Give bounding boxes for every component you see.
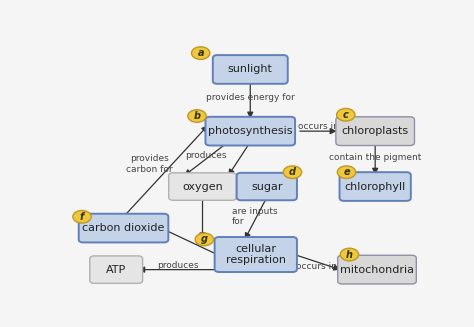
FancyBboxPatch shape [337, 255, 416, 284]
Circle shape [73, 211, 91, 223]
Text: f: f [80, 212, 84, 222]
Circle shape [283, 166, 301, 179]
Circle shape [191, 47, 210, 60]
FancyBboxPatch shape [339, 172, 411, 201]
FancyBboxPatch shape [237, 173, 297, 200]
Text: oxygen: oxygen [182, 181, 223, 192]
Text: chlorophyll: chlorophyll [345, 181, 406, 192]
Circle shape [337, 166, 356, 179]
Text: sunlight: sunlight [228, 64, 273, 75]
Text: photosynthesis: photosynthesis [208, 126, 292, 136]
Text: mitochondria: mitochondria [340, 265, 414, 275]
Text: g: g [201, 234, 208, 244]
Circle shape [195, 233, 213, 246]
Text: contain the pigment: contain the pigment [329, 153, 421, 162]
Text: occurs in: occurs in [296, 262, 337, 271]
Text: sugar: sugar [251, 181, 283, 192]
Circle shape [188, 110, 206, 122]
Text: chloroplasts: chloroplasts [342, 126, 409, 136]
Text: provides
carbon for: provides carbon for [126, 154, 173, 174]
FancyBboxPatch shape [205, 117, 295, 146]
Text: b: b [193, 111, 201, 121]
Text: produces: produces [157, 261, 198, 270]
Text: c: c [343, 110, 349, 120]
FancyBboxPatch shape [336, 117, 414, 146]
FancyBboxPatch shape [90, 256, 143, 284]
Text: provides energy for: provides energy for [206, 93, 295, 102]
Text: are inputs
for: are inputs for [232, 207, 278, 227]
Text: produces: produces [185, 151, 227, 160]
Text: a: a [197, 48, 204, 58]
FancyBboxPatch shape [215, 237, 297, 272]
Text: e: e [343, 167, 350, 177]
Text: ATP: ATP [106, 265, 126, 275]
Text: h: h [346, 250, 353, 260]
FancyBboxPatch shape [169, 173, 237, 200]
Text: occurs in: occurs in [298, 122, 338, 131]
FancyBboxPatch shape [79, 214, 168, 242]
Text: cellular
respiration: cellular respiration [226, 244, 286, 265]
Text: carbon dioxide: carbon dioxide [82, 223, 165, 233]
Text: d: d [289, 167, 296, 177]
Circle shape [337, 109, 355, 121]
FancyBboxPatch shape [213, 55, 288, 84]
Circle shape [340, 248, 359, 261]
